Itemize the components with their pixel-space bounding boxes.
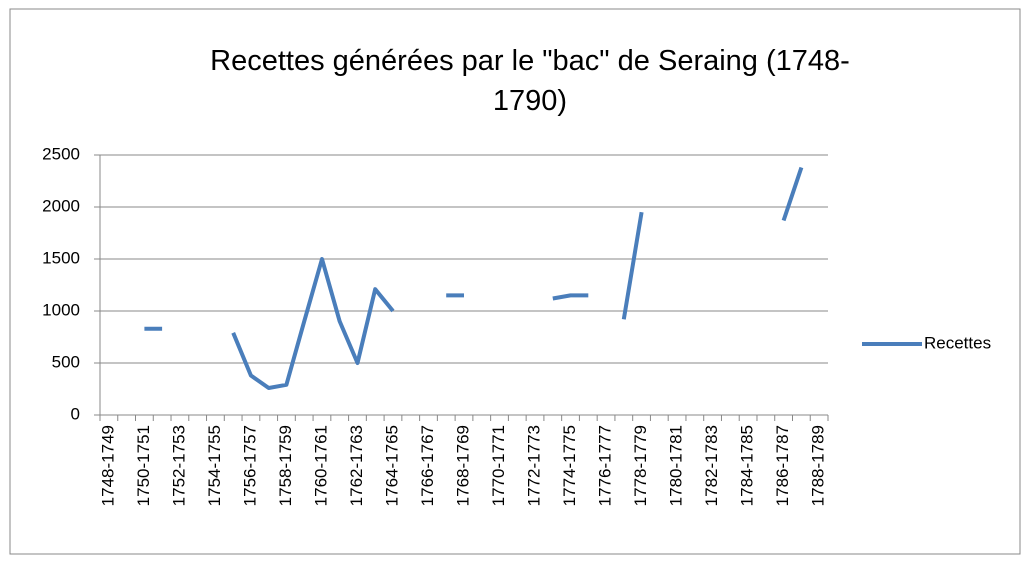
data-line (144, 166, 804, 390)
x-tick-label: 1752-1753 (169, 425, 188, 506)
x-tick-label: 1770-1771 (489, 425, 508, 506)
x-tick-label: 1768-1769 (453, 425, 472, 506)
chart-border (9, 8, 1021, 555)
x-tick-label: 1780-1781 (667, 425, 686, 506)
y-tick-label: 0 (71, 404, 80, 423)
x-tick-label: 1786-1787 (773, 425, 792, 506)
x-tick-label: 1750-1751 (134, 425, 153, 506)
legend-label: Recettes (924, 333, 991, 352)
y-tick-label: 1500 (42, 248, 80, 267)
y-tick-label: 2000 (42, 196, 80, 215)
x-tick-label: 1772-1773 (525, 425, 544, 506)
x-tick-label: 1766-1767 (418, 425, 437, 506)
x-tick-label: 1756-1757 (240, 425, 259, 506)
x-tick-label: 1760-1761 (311, 425, 330, 506)
x-tick-label: 1754-1755 (205, 425, 224, 506)
x-tick-label: 1784-1785 (738, 425, 757, 506)
y-tick-label: 2500 (42, 144, 80, 163)
x-tick-label: 1782-1783 (702, 425, 721, 506)
x-tick-label: 1758-1759 (276, 425, 295, 506)
x-tick-label: 1748-1749 (98, 425, 117, 506)
x-tick-label: 1788-1789 (809, 425, 828, 506)
x-tick-label: 1762-1763 (347, 425, 366, 506)
x-tick-label: 1778-1779 (631, 425, 650, 506)
y-tick-label: 1000 (42, 300, 80, 319)
y-tick-label: 500 (52, 352, 80, 371)
chart-title: Recettes générées par le "bac" de Serain… (210, 45, 850, 117)
x-tick-label: 1776-1777 (596, 425, 615, 506)
x-tick-label: 1764-1765 (382, 425, 401, 506)
x-tick-label: 1774-1775 (560, 425, 579, 506)
